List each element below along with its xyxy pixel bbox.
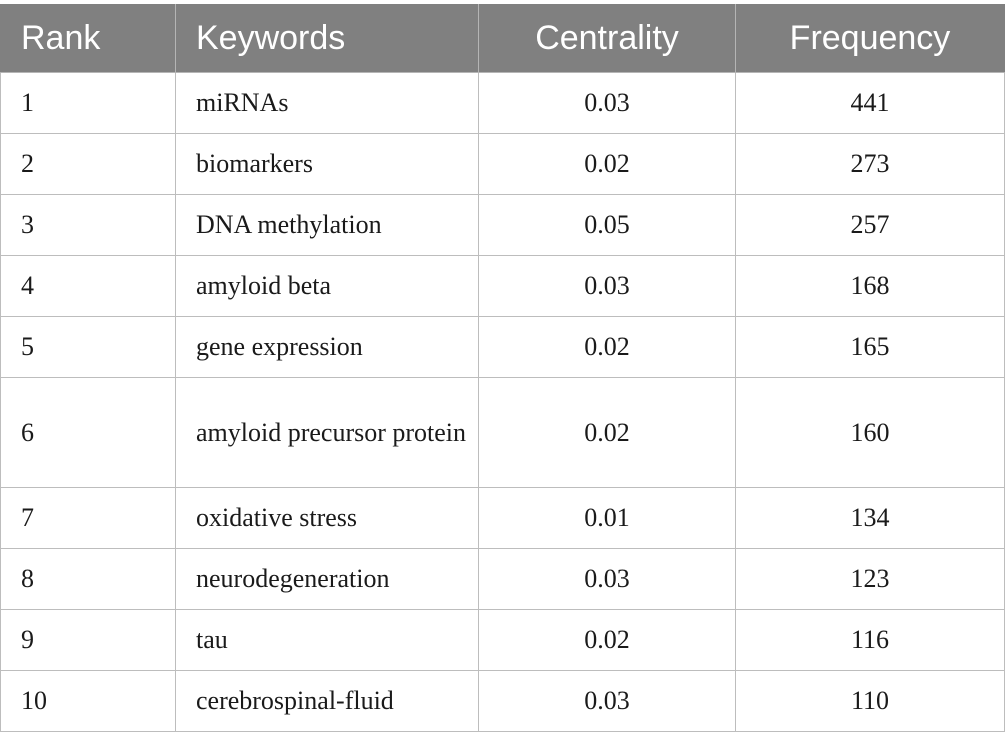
keyword-cell: miRNAs bbox=[175, 72, 479, 134]
keyword-cell: tau bbox=[175, 609, 479, 671]
keyword-cell: DNA methylation bbox=[175, 194, 479, 256]
table-body: 1 miRNAs 0.03 441 2 biomarkers 0.02 273 … bbox=[0, 72, 1005, 732]
keyword-cell: cerebrospinal-fluid bbox=[175, 670, 479, 732]
frequency-cell: 116 bbox=[735, 609, 1005, 671]
keyword-cell: biomarkers bbox=[175, 133, 479, 195]
header-row: Rank Keywords Centrality Frequency bbox=[0, 4, 1005, 73]
table-row: 9 tau 0.02 116 bbox=[0, 609, 1005, 671]
rank-cell: 1 bbox=[0, 72, 176, 134]
header-rank: Rank bbox=[0, 4, 176, 73]
centrality-cell: 0.03 bbox=[478, 255, 736, 317]
keyword-ranking-table: Rank Keywords Centrality Frequency 1 miR… bbox=[0, 4, 1005, 732]
centrality-cell: 0.02 bbox=[478, 133, 736, 195]
rank-cell: 8 bbox=[0, 548, 176, 610]
centrality-cell: 0.02 bbox=[478, 609, 736, 671]
rank-cell: 4 bbox=[0, 255, 176, 317]
keyword-cell: amyloid precursor protein bbox=[175, 377, 479, 488]
frequency-cell: 257 bbox=[735, 194, 1005, 256]
table-row: 2 biomarkers 0.02 273 bbox=[0, 133, 1005, 195]
rank-cell: 6 bbox=[0, 377, 176, 488]
frequency-cell: 273 bbox=[735, 133, 1005, 195]
centrality-cell: 0.02 bbox=[478, 377, 736, 488]
frequency-cell: 168 bbox=[735, 255, 1005, 317]
frequency-cell: 441 bbox=[735, 72, 1005, 134]
table-row: 1 miRNAs 0.03 441 bbox=[0, 72, 1005, 134]
centrality-cell: 0.02 bbox=[478, 316, 736, 378]
frequency-cell: 165 bbox=[735, 316, 1005, 378]
keyword-cell: gene expression bbox=[175, 316, 479, 378]
table-row: 6 amyloid precursor protein 0.02 160 bbox=[0, 377, 1005, 488]
table-header: Rank Keywords Centrality Frequency bbox=[0, 4, 1005, 73]
table-row: 8 neurodegeneration 0.03 123 bbox=[0, 548, 1005, 610]
keyword-cell: oxidative stress bbox=[175, 487, 479, 549]
centrality-cell: 0.03 bbox=[478, 548, 736, 610]
frequency-cell: 160 bbox=[735, 377, 1005, 488]
header-centrality: Centrality bbox=[478, 4, 736, 73]
rank-cell: 2 bbox=[0, 133, 176, 195]
centrality-cell: 0.01 bbox=[478, 487, 736, 549]
table-row: 5 gene expression 0.02 165 bbox=[0, 316, 1005, 378]
centrality-cell: 0.03 bbox=[478, 670, 736, 732]
table-row: 3 DNA methylation 0.05 257 bbox=[0, 194, 1005, 256]
header-keywords: Keywords bbox=[175, 4, 479, 73]
frequency-cell: 110 bbox=[735, 670, 1005, 732]
rank-cell: 10 bbox=[0, 670, 176, 732]
centrality-cell: 0.03 bbox=[478, 72, 736, 134]
table-row: 4 amyloid beta 0.03 168 bbox=[0, 255, 1005, 317]
table-row: 7 oxidative stress 0.01 134 bbox=[0, 487, 1005, 549]
rank-cell: 3 bbox=[0, 194, 176, 256]
frequency-cell: 134 bbox=[735, 487, 1005, 549]
rank-cell: 7 bbox=[0, 487, 176, 549]
frequency-cell: 123 bbox=[735, 548, 1005, 610]
table-row: 10 cerebrospinal-fluid 0.03 110 bbox=[0, 670, 1005, 732]
rank-cell: 5 bbox=[0, 316, 176, 378]
rank-cell: 9 bbox=[0, 609, 176, 671]
keyword-cell: amyloid beta bbox=[175, 255, 479, 317]
centrality-cell: 0.05 bbox=[478, 194, 736, 256]
header-frequency: Frequency bbox=[735, 4, 1005, 73]
keyword-cell: neurodegeneration bbox=[175, 548, 479, 610]
